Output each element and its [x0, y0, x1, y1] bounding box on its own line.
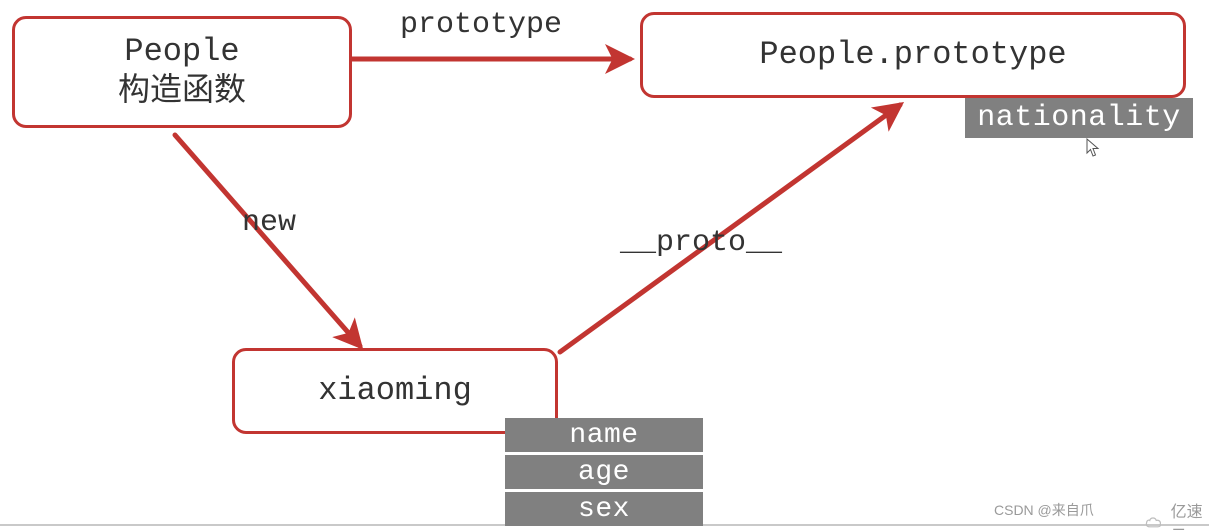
cloud-icon	[1145, 514, 1163, 530]
node-people-prototype: People.prototype	[640, 12, 1186, 98]
badge-nationality: nationality	[965, 98, 1193, 138]
watermark-csdn: CSDN @来自爪	[994, 500, 1094, 520]
badge-name: name	[505, 418, 703, 452]
watermark-yisuyun: 亿速云	[1145, 498, 1209, 531]
watermark-csdn-text: CSDN @来自爪	[994, 500, 1094, 520]
node-people-line1: People	[124, 32, 239, 72]
badge-name-text: name	[569, 420, 638, 451]
node-people-line2: 构造函数	[118, 72, 246, 112]
label-proto: __proto__	[620, 226, 782, 260]
badge-sex-text: sex	[578, 494, 630, 525]
node-prototype-line1: People.prototype	[759, 35, 1066, 75]
badge-nationality-text: nationality	[977, 101, 1181, 135]
diagram-stage: People 构造函数 People.prototype xiaoming na…	[0, 0, 1209, 531]
node-people-constructor: People 构造函数	[12, 16, 352, 128]
label-new: new	[242, 206, 296, 240]
node-xiaoming-line1: xiaoming	[318, 371, 472, 411]
label-prototype: prototype	[400, 8, 562, 42]
badge-sex: sex	[505, 492, 703, 526]
badge-age-text: age	[578, 457, 630, 488]
edge-new	[175, 135, 360, 346]
cursor-icon	[1086, 138, 1100, 158]
badge-age: age	[505, 455, 703, 489]
watermark-yisuyun-text: 亿速云	[1171, 498, 1209, 531]
